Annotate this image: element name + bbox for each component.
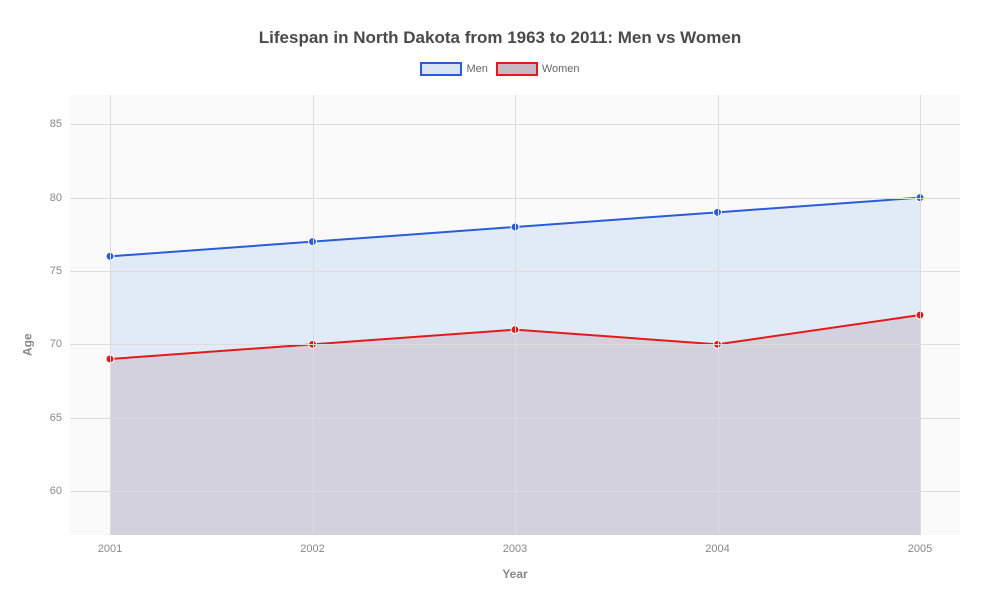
grid-line-v (313, 95, 314, 535)
y-axis-label: Age (21, 333, 35, 356)
legend-item[interactable]: Men (420, 62, 487, 76)
x-tick-label: 2004 (705, 543, 729, 555)
legend-swatch (420, 62, 462, 76)
chart-legend: Men Women (0, 62, 1000, 76)
legend-label: Women (542, 63, 580, 75)
y-tick-label: 70 (50, 338, 62, 350)
y-tick-label: 80 (50, 192, 62, 204)
legend-label: Men (466, 63, 487, 75)
x-tick-label: 2005 (908, 543, 932, 555)
lifespan-chart: Lifespan in North Dakota from 1963 to 20… (0, 0, 1000, 600)
x-tick-label: 2003 (503, 543, 527, 555)
y-tick-label: 65 (50, 412, 62, 424)
x-tick-label: 2001 (98, 543, 122, 555)
chart-title: Lifespan in North Dakota from 1963 to 20… (0, 28, 1000, 48)
grid-line-v (515, 95, 516, 535)
legend-swatch (496, 62, 538, 76)
grid-line-v (920, 95, 921, 535)
y-tick-label: 85 (50, 118, 62, 130)
grid-line-v (718, 95, 719, 535)
legend-item[interactable]: Women (496, 62, 580, 76)
x-tick-label: 2002 (300, 543, 324, 555)
grid-line-v (110, 95, 111, 535)
x-axis-label: Year (502, 567, 527, 581)
y-tick-label: 75 (50, 265, 62, 277)
y-tick-label: 60 (50, 485, 62, 497)
plot-area: 60657075808520012002200320042005 (70, 95, 960, 535)
